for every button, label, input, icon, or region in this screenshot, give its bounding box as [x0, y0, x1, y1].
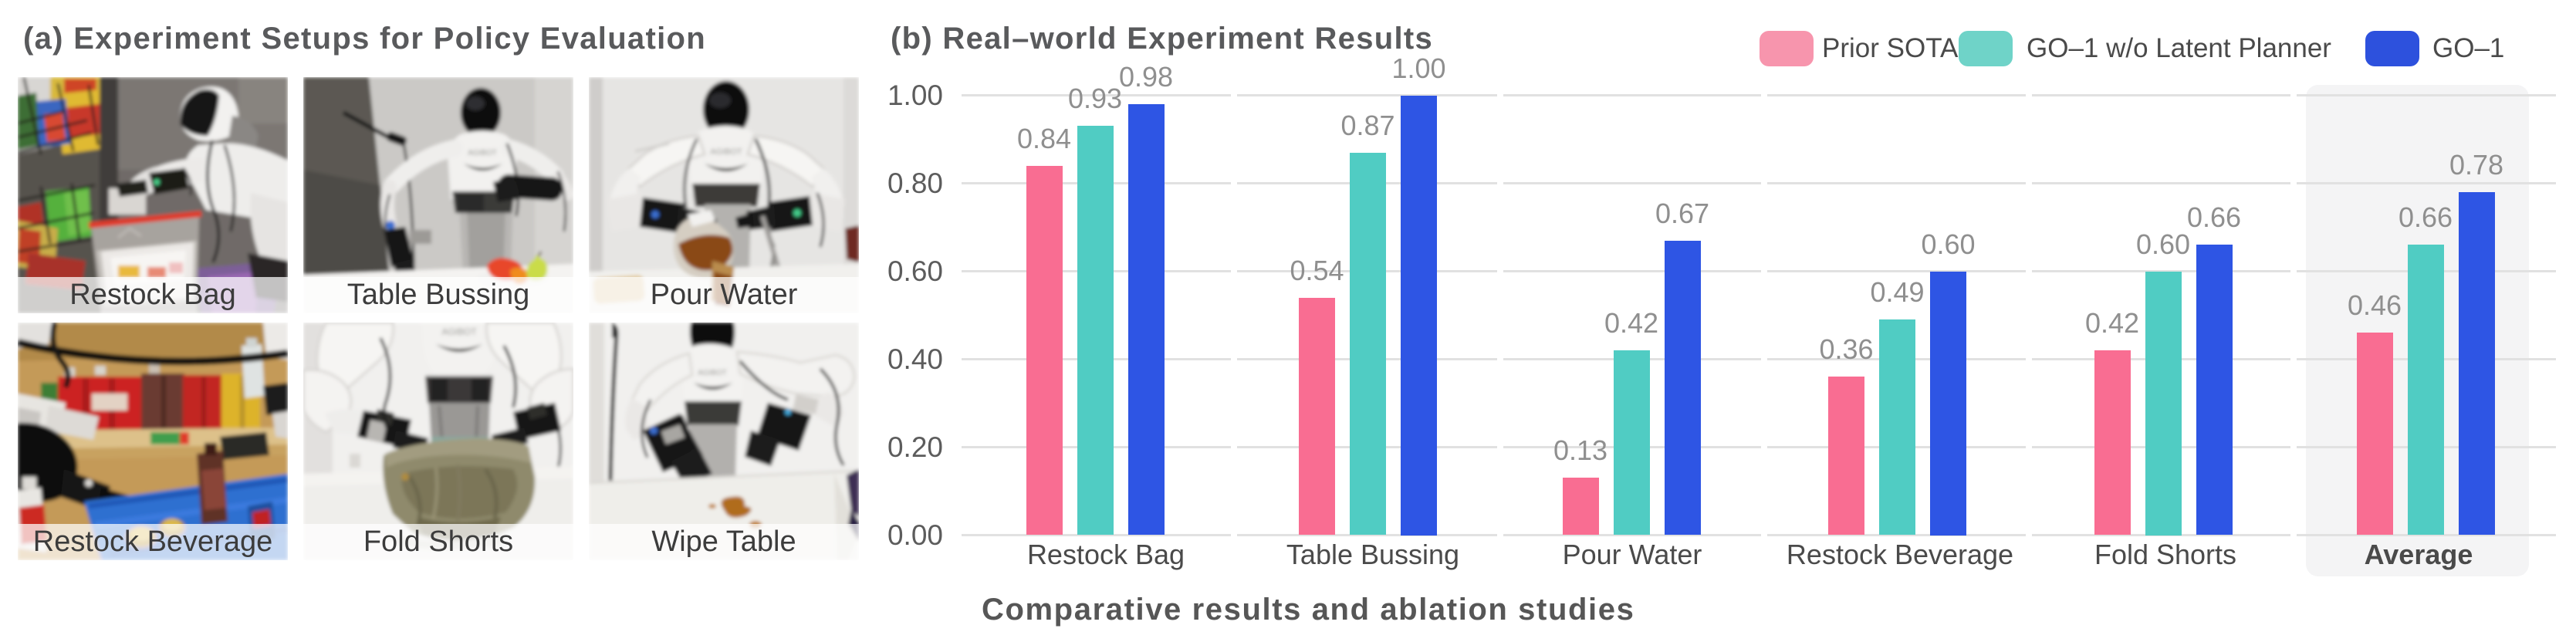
svg-text:AGIBOT: AGIBOT [698, 369, 727, 377]
svg-text:AGIBOT: AGIBOT [468, 149, 497, 157]
svg-text:AGIBOT: AGIBOT [441, 326, 477, 337]
svg-text:AGIBOT: AGIBOT [710, 147, 742, 157]
